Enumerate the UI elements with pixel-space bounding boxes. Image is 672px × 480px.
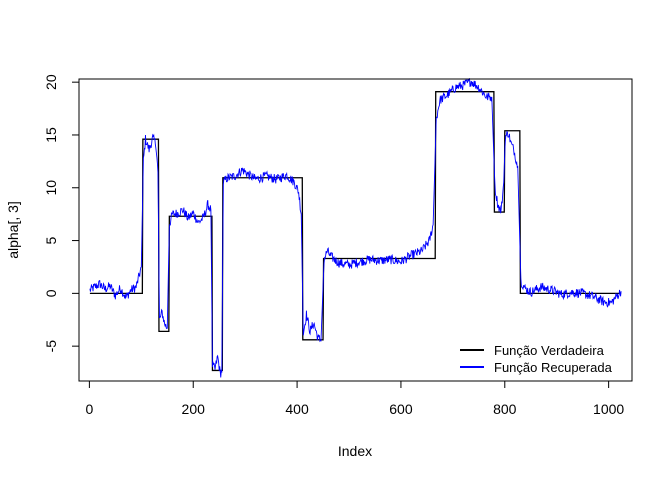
legend-label-0: Função Verdadeira: [494, 343, 605, 358]
y-tick-label: 15: [43, 127, 59, 143]
y-tick-label: 5: [43, 236, 59, 244]
y-tick-label: 0: [43, 289, 59, 297]
y-tick-label: -5: [43, 340, 59, 353]
x-axis: 0 200 400 600 800 1000: [85, 380, 624, 417]
y-tick-label: 10: [43, 180, 59, 196]
x-tick-label: 1000: [593, 401, 624, 417]
series-line-1: [89, 78, 622, 378]
x-axis-title: Index: [338, 443, 372, 459]
x-tick-label: 0: [85, 401, 93, 417]
y-axis-title: alpha[, 3]: [5, 201, 21, 259]
series-layer: [89, 78, 622, 378]
x-tick-label: 200: [182, 401, 206, 417]
y-axis: -5 0 5 10 15 20: [43, 74, 80, 353]
x-tick-label: 600: [389, 401, 413, 417]
x-tick-label: 400: [285, 401, 309, 417]
legend: Função Verdadeira Função Recuperada: [460, 343, 613, 375]
legend-label-1: Função Recuperada: [494, 360, 613, 375]
x-tick-label: 800: [493, 401, 517, 417]
y-tick-label: 20: [43, 74, 59, 90]
